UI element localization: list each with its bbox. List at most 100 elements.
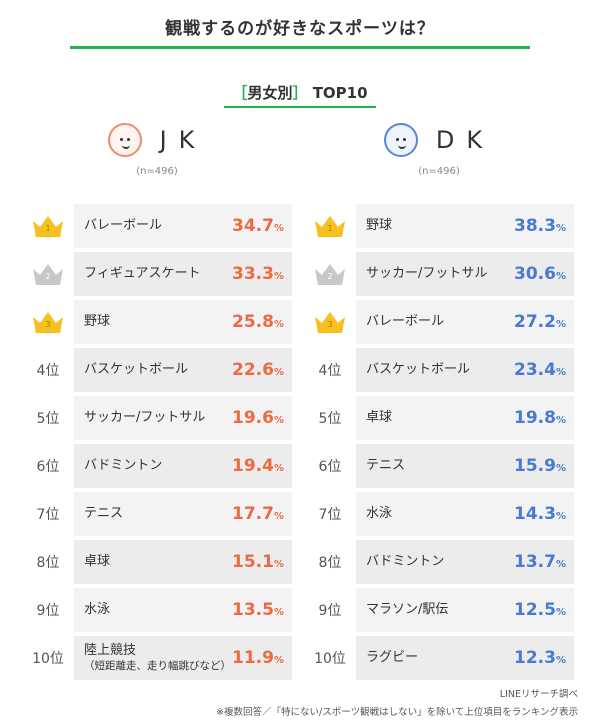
ranking-cell: バスケットボール 23.4% xyxy=(356,348,574,392)
percentage: 19.4% xyxy=(232,456,284,476)
percentage: 19.6% xyxy=(232,408,284,428)
sport-name: マラソン/駅伝 xyxy=(366,602,448,618)
percentage-value: 13.7 xyxy=(514,552,556,572)
section-subtitle: ［男女別］ TOP10 xyxy=(0,82,600,103)
sport-label: バレーボール xyxy=(84,217,163,233)
rank-cell: 4位 xyxy=(36,363,60,379)
ranking-row: 3 野球 25.8% xyxy=(22,298,292,346)
percentage-value: 22.6 xyxy=(232,360,274,380)
sport-label: マラソン/駅伝 xyxy=(366,601,449,617)
ranking-cell: サッカー/フットサル 30.6% xyxy=(356,252,574,296)
percentage: 23.4% xyxy=(514,360,566,380)
jk-header: JK xyxy=(22,120,292,160)
sport-label: フィギュアスケート xyxy=(84,265,201,281)
percentage-value: 33.3 xyxy=(232,264,274,284)
ranking-cell: フィギュアスケート 33.3% xyxy=(74,252,292,296)
percentage-value: 38.3 xyxy=(514,216,556,236)
rank-number: 2 xyxy=(327,272,333,281)
ranking-row: 1 バレーボール 34.7% xyxy=(22,202,292,250)
percentage: 33.3% xyxy=(232,264,284,284)
crown-icon: 1 xyxy=(312,213,348,239)
rank-cell: 1 xyxy=(304,204,356,248)
ranking-row: 3 バレーボール 27.2% xyxy=(304,298,574,346)
ranking-row: 5位 サッカー/フットサル 19.6% xyxy=(22,394,292,442)
sport-label: 卓球 xyxy=(366,409,393,425)
percentage-unit: % xyxy=(273,559,284,570)
sport-label: ラグビー xyxy=(366,649,419,665)
rank-cell: 3 xyxy=(304,300,356,344)
percentage: 17.7% xyxy=(232,504,284,524)
percentage-unit: % xyxy=(555,415,566,426)
percentage-unit: % xyxy=(273,319,284,330)
percentage-value: 30.6 xyxy=(514,264,556,284)
percentage: 12.5% xyxy=(514,600,566,620)
percentage: 15.1% xyxy=(232,552,284,572)
percentage-value: 13.5 xyxy=(232,600,274,620)
percentage: 15.9% xyxy=(514,456,566,476)
crown-icon: 2 xyxy=(30,261,66,287)
ranking-row: 7位 テニス 17.7% xyxy=(22,490,292,538)
percentage-value: 14.3 xyxy=(514,504,556,524)
percentage-unit: % xyxy=(273,223,284,234)
subtitle-top: TOP10 xyxy=(312,84,368,102)
crown-icon: 3 xyxy=(312,309,348,335)
percentage-unit: % xyxy=(555,511,566,522)
percentage: 22.6% xyxy=(232,360,284,380)
percentage-value: 12.5 xyxy=(514,600,556,620)
title-underline xyxy=(70,46,530,49)
sport-name: バドミントン xyxy=(84,458,162,474)
subtitle-text: 男女別 xyxy=(247,84,293,102)
sport-sublabel: （短距離走、走り幅跳びなど） xyxy=(84,659,231,672)
percentage: 38.3% xyxy=(514,216,566,236)
percentage-unit: % xyxy=(273,463,284,474)
ranking-row: 1 野球 38.3% xyxy=(304,202,574,250)
percentage-value: 23.4 xyxy=(514,360,556,380)
ranking-cell: 水泳 14.3% xyxy=(356,492,574,536)
ranking-cell: バドミントン 19.4% xyxy=(74,444,292,488)
ranking-row: 2 サッカー/フットサル 30.6% xyxy=(304,250,574,298)
rank-number: 3 xyxy=(45,320,51,329)
rank-cell: 3 xyxy=(22,300,74,344)
ranking-cell: 卓球 19.8% xyxy=(356,396,574,440)
jk-sample-size: (n=496) xyxy=(136,166,178,177)
sport-label: サッカー/フットサル xyxy=(366,265,488,281)
ranking-row: 8位 卓球 15.1% xyxy=(22,538,292,586)
subtitle-bracket-close: ］ xyxy=(292,84,308,102)
sport-name: 水泳 xyxy=(366,506,392,522)
percentage-unit: % xyxy=(555,367,566,378)
sport-name: テニス xyxy=(84,506,123,522)
percentage-value: 19.6 xyxy=(232,408,274,428)
rank-number: 2 xyxy=(45,272,51,281)
rank-cell: 8位 xyxy=(36,555,60,571)
ranking-row: 10位 ラグビー 12.3% xyxy=(304,634,574,682)
jk-label: JK xyxy=(159,126,207,154)
percentage-value: 15.9 xyxy=(514,456,556,476)
jk-ranking-list: 1 バレーボール 34.7% 2 フィギュアスケート 33.3% 3 野球 25.8% 4位 バスケ… xyxy=(22,202,292,682)
sport-label: バスケットボール xyxy=(84,361,189,377)
percentage: 14.3% xyxy=(514,504,566,524)
sport-label: 陸上競技 xyxy=(84,643,137,659)
sport-name: フィギュアスケート xyxy=(84,266,200,282)
percentage-unit: % xyxy=(555,463,566,474)
ranking-cell: サッカー/フットサル 19.6% xyxy=(74,396,292,440)
ranking-row: 9位 マラソン/駅伝 12.5% xyxy=(304,586,574,634)
rank-cell: 8位 xyxy=(318,555,342,571)
rank-cell: 1 xyxy=(22,204,74,248)
percentage-value: 34.7 xyxy=(232,216,274,236)
percentage-value: 25.8 xyxy=(232,312,274,332)
ranking-cell: テニス 15.9% xyxy=(356,444,574,488)
sport-name: テニス xyxy=(366,458,405,474)
dk-sample-size: (n=496) xyxy=(418,166,460,177)
sport-label: サッカー/フットサル xyxy=(84,409,206,425)
rank-cell: 2 xyxy=(304,252,356,296)
percentage-value: 11.9 xyxy=(232,648,274,668)
ranking-row: 8位 バドミントン 13.7% xyxy=(304,538,574,586)
rank-number: 1 xyxy=(327,224,333,233)
sport-label: 野球 xyxy=(84,313,111,329)
percentage-unit: % xyxy=(273,271,284,282)
dk-ranking-list: 1 野球 38.3% 2 サッカー/フットサル 30.6% 3 バレーボール 27.2% 4位 バス… xyxy=(304,202,574,682)
percentage: 13.7% xyxy=(514,552,566,572)
percentage-unit: % xyxy=(273,415,284,426)
rank-cell: 7位 xyxy=(36,507,60,523)
sport-label: バスケットボール xyxy=(366,361,471,377)
